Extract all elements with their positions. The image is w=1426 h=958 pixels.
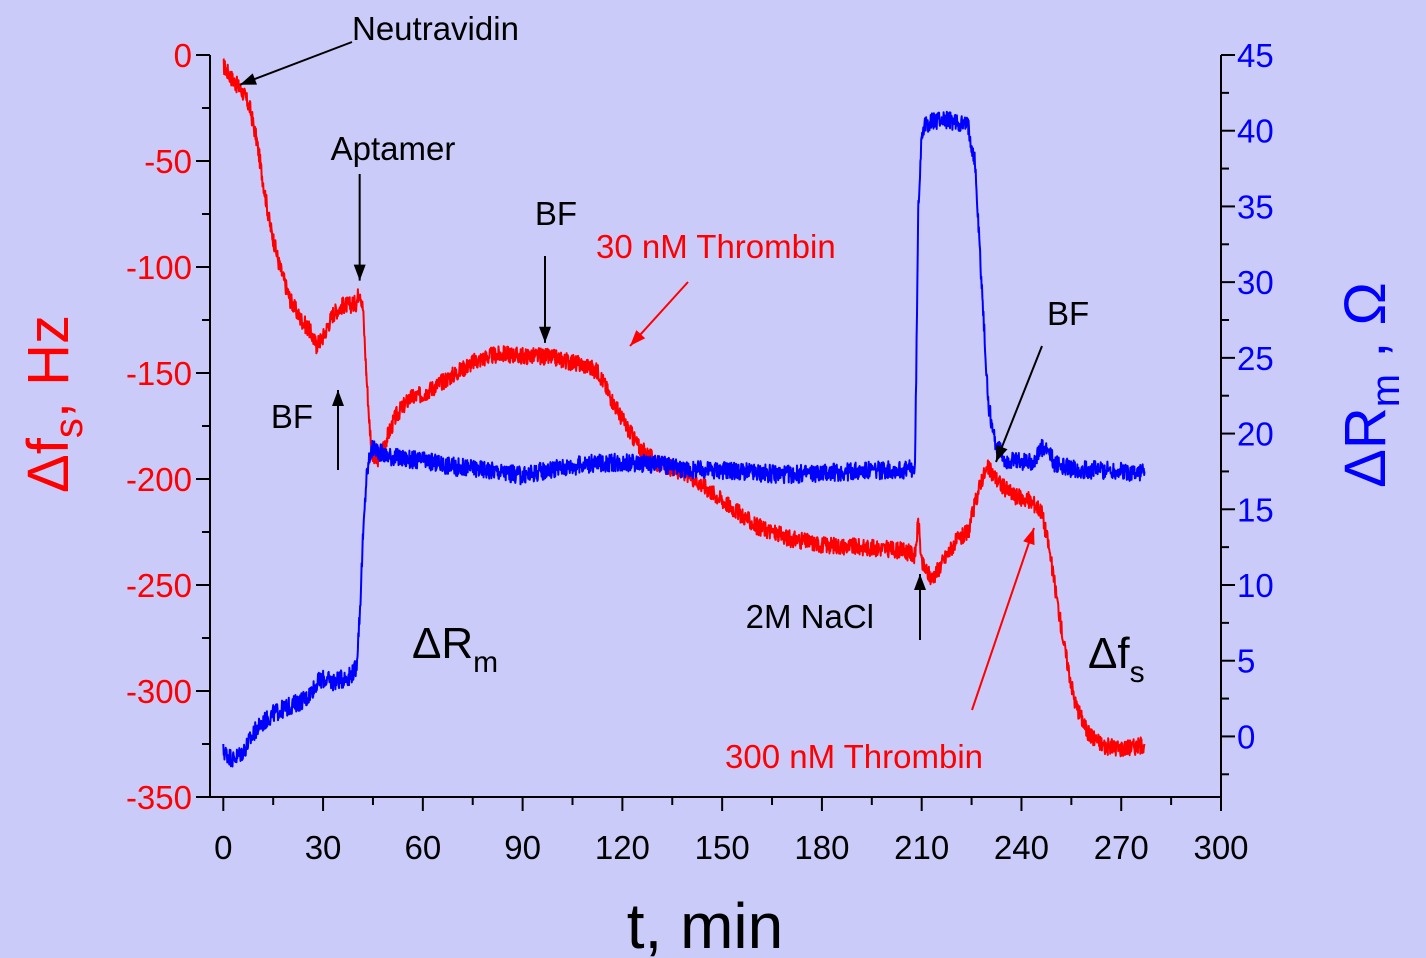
x-tick-label: 0 — [214, 829, 232, 866]
arrow-aptamer-head — [353, 264, 366, 281]
x-tick-label: 270 — [1094, 829, 1149, 866]
arrow-neutravidin-head — [239, 73, 257, 85]
annotation-300nm-thrombin: 300 nM Thrombin — [725, 738, 983, 775]
arrow-bf-3-head — [996, 444, 1008, 462]
annotation-bf-2: BF — [535, 195, 577, 232]
y-left-tick-label: -350 — [126, 779, 192, 816]
arrow-bf-2-head — [539, 326, 551, 343]
x-tick-label: 300 — [1193, 829, 1248, 866]
y-axis-left-label: Δfs, Hz — [16, 315, 91, 493]
x-tick-label: 90 — [504, 829, 541, 866]
arrow-bf-1-head — [332, 390, 344, 406]
y-axis-right-label: ΔRm , Ω — [1333, 282, 1408, 488]
series-group — [222, 58, 1146, 768]
y-right-tick-label: 35 — [1237, 188, 1274, 225]
y-left-tick-label: -300 — [126, 673, 192, 710]
y-left-tick-label: -200 — [126, 461, 192, 498]
annotation-delta-fs: Δfs — [1088, 629, 1145, 689]
y-right-tick-label: 40 — [1237, 113, 1274, 150]
arrow-300nm-thrombin — [971, 527, 1035, 711]
annotation-neutravidin: Neutravidin — [352, 10, 519, 47]
y-left-label-prefix: Δf — [16, 437, 81, 493]
svg-text:Δfs, Hz: Δfs, Hz — [16, 315, 91, 493]
arrow-2m-nacl-head — [914, 574, 926, 590]
x-tick-label: 30 — [305, 829, 342, 866]
annotation-delta-fs-main: Δf — [1088, 629, 1130, 678]
y-right-label-prefix: ΔR — [1333, 407, 1398, 488]
x-tick-label: 210 — [894, 829, 949, 866]
x-tick-label: 120 — [595, 829, 650, 866]
y-right-tick-label: 10 — [1237, 567, 1274, 604]
y-left-tick-label: -100 — [126, 249, 192, 286]
series-line-resistance — [222, 110, 1146, 768]
arrow-bf-3 — [995, 345, 1043, 463]
annotation-aptamer: Aptamer — [331, 130, 456, 167]
y-right-label-sub: m — [1364, 374, 1408, 407]
y-right-tick-label: 0 — [1237, 718, 1255, 755]
svg-text:ΔRm , Ω: ΔRm , Ω — [1333, 282, 1408, 488]
y-left-tick-label: -150 — [126, 355, 192, 392]
annotations: Neutravidin Aptamer BF BF 30 nM Thrombin 2M N… — [239, 10, 1145, 775]
x-tick-label: 150 — [695, 829, 750, 866]
annotation-delta-fs-sub: s — [1130, 656, 1145, 689]
x-axis-label: t, min — [627, 890, 783, 958]
arrow-30nm-thrombin-head — [630, 330, 646, 346]
y-right-tick-label: 45 — [1237, 37, 1274, 74]
y-left-tick-label: -50 — [144, 143, 192, 180]
axes: 0 30 60 90 120 150 180 210 240 270 3000-50-100-150… — [126, 37, 1274, 866]
arrow-300nm-thrombin-head — [1023, 528, 1035, 546]
y-right-tick-label: 15 — [1237, 491, 1274, 528]
annotation-bf-3: BF — [1047, 295, 1089, 332]
x-tick-label: 240 — [994, 829, 1049, 866]
y-right-tick-label: 20 — [1237, 416, 1274, 453]
annotation-delta-rm: ΔRm — [412, 619, 498, 679]
y-right-tick-label: 25 — [1237, 340, 1274, 377]
annotation-bf-1: BF — [271, 398, 313, 435]
annotation-delta-rm-sub: m — [473, 646, 498, 679]
annotation-30nm-thrombin: 30 nM Thrombin — [596, 228, 836, 265]
y-left-tick-label: -250 — [126, 567, 192, 604]
y-right-tick-label: 30 — [1237, 264, 1274, 301]
annotation-2m-nacl: 2M NaCl — [746, 598, 874, 635]
x-tick-label: 180 — [794, 829, 849, 866]
annotation-delta-rm-main: ΔR — [412, 619, 473, 668]
arrow-neutravidin — [239, 41, 353, 86]
y-left-label-suffix: , Hz — [16, 315, 81, 418]
x-tick-label: 60 — [404, 829, 441, 866]
y-left-tick-label: 0 — [174, 37, 192, 74]
y-right-label-suffix: , Ω — [1333, 282, 1398, 374]
y-left-label-sub: s — [47, 418, 91, 438]
series-line-frequency — [222, 58, 1146, 758]
y-right-tick-label: 5 — [1237, 643, 1255, 680]
